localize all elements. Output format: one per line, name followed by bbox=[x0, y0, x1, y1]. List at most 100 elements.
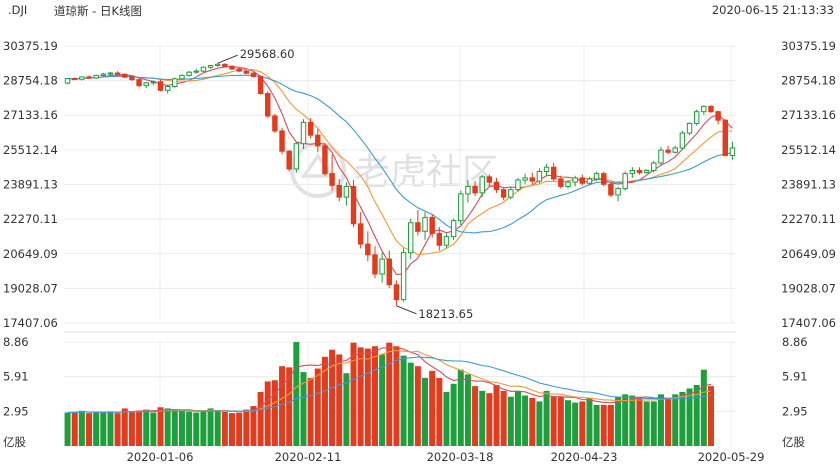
candle bbox=[143, 81, 149, 89]
candle bbox=[622, 171, 628, 191]
candle-body bbox=[651, 162, 657, 171]
candle bbox=[257, 75, 264, 95]
volume-bar bbox=[107, 411, 114, 446]
chart-header: .DJI 道琼斯 - 日K线图 2020-06-15 21:13:33 bbox=[0, 0, 840, 18]
candle-body bbox=[93, 74, 99, 79]
volume-bar bbox=[350, 342, 357, 446]
volume-bar bbox=[71, 411, 78, 446]
volume-bar bbox=[186, 411, 193, 446]
volume-bar bbox=[128, 411, 135, 446]
volume-bar bbox=[707, 386, 714, 446]
candle-body bbox=[601, 173, 607, 185]
candle-body bbox=[107, 72, 114, 75]
candle bbox=[429, 214, 435, 238]
candle-body bbox=[686, 122, 693, 134]
volume-bar bbox=[307, 377, 314, 446]
candle-body bbox=[500, 189, 507, 198]
volume-bar bbox=[286, 367, 293, 446]
volume-tick-label-right: 8.86 bbox=[782, 335, 808, 349]
candle bbox=[715, 110, 721, 125]
candle-body bbox=[608, 183, 614, 196]
volume-bar bbox=[700, 369, 707, 446]
volume-bar bbox=[443, 392, 450, 446]
candle-body bbox=[379, 258, 385, 275]
volume-bar bbox=[357, 347, 364, 446]
candle bbox=[243, 69, 250, 75]
candle-body bbox=[443, 236, 450, 246]
candle bbox=[114, 71, 121, 75]
volume-bar bbox=[178, 410, 185, 446]
candle-body bbox=[629, 169, 636, 175]
candle-body bbox=[701, 105, 707, 113]
candle-body bbox=[729, 147, 736, 156]
volume-bar bbox=[379, 354, 386, 446]
candle-body bbox=[357, 223, 364, 245]
volume-bar bbox=[650, 401, 657, 446]
candle bbox=[193, 68, 199, 74]
candle-body bbox=[86, 76, 92, 79]
price-tick-label-left: 25512.14 bbox=[3, 143, 58, 157]
candle bbox=[322, 142, 328, 176]
candle bbox=[200, 66, 207, 73]
price-candles bbox=[64, 63, 736, 306]
price-tick-label-right: 30375.19 bbox=[781, 39, 836, 53]
volume-bar bbox=[93, 411, 100, 446]
volume-bar bbox=[221, 411, 228, 446]
price-tick-label-right: 23891.13 bbox=[781, 177, 836, 191]
chart-title: 道琼斯 - 日K线图 bbox=[54, 4, 143, 18]
low-annotation-leader bbox=[396, 305, 417, 315]
candle bbox=[701, 105, 707, 115]
candle bbox=[522, 173, 528, 185]
volume-bar bbox=[464, 374, 471, 446]
volume-bar bbox=[486, 393, 493, 446]
price-tick-label-right: 28754.18 bbox=[781, 74, 836, 88]
candle-body bbox=[479, 176, 485, 194]
volume-bar bbox=[457, 369, 464, 446]
price-tick-label-left: 23891.13 bbox=[3, 177, 58, 191]
candle bbox=[693, 109, 700, 126]
volume-bar bbox=[136, 410, 143, 446]
candle bbox=[493, 177, 500, 193]
candle-body bbox=[615, 188, 621, 196]
volume-bar bbox=[207, 408, 214, 446]
volume-bar bbox=[679, 392, 686, 446]
candle-body bbox=[307, 121, 314, 136]
volume-bar bbox=[629, 395, 636, 446]
volume-bar bbox=[121, 408, 128, 446]
volume-bar bbox=[479, 390, 486, 446]
volume-bar bbox=[329, 349, 336, 446]
volume-bar bbox=[293, 342, 300, 446]
candle bbox=[643, 169, 650, 174]
candle-body bbox=[715, 111, 721, 121]
candle bbox=[558, 175, 564, 189]
candle bbox=[658, 146, 664, 166]
candle bbox=[686, 122, 693, 136]
candle-body bbox=[257, 75, 264, 95]
candle-body bbox=[164, 85, 171, 91]
price-tick-label-left: 17407.06 bbox=[3, 316, 58, 330]
candle-body bbox=[558, 178, 564, 187]
candle bbox=[608, 182, 614, 198]
volume-tick-label-right: 亿股 bbox=[782, 435, 805, 449]
candle-body bbox=[665, 149, 671, 153]
volume-bar bbox=[371, 346, 378, 446]
price-tick-label-right: 22270.11 bbox=[781, 212, 836, 226]
volume-bar bbox=[257, 392, 264, 446]
date-tick-label: 2020-02-11 bbox=[275, 450, 342, 464]
date-tick-label: 2020-03-18 bbox=[427, 450, 494, 464]
candle-body bbox=[193, 70, 199, 73]
volume-bar bbox=[300, 372, 307, 446]
price-tick-label-left: 19028.07 bbox=[3, 281, 58, 295]
candle-body bbox=[372, 254, 378, 275]
candle-body bbox=[693, 111, 700, 124]
price-tick-label-left: 20649.09 bbox=[3, 247, 58, 261]
candle bbox=[250, 72, 257, 78]
volume-bar bbox=[536, 401, 543, 446]
volume-tick-label-left: 8.86 bbox=[3, 335, 29, 349]
candle bbox=[307, 118, 314, 139]
candle-body bbox=[579, 177, 586, 184]
volume-bar bbox=[200, 411, 207, 446]
candle bbox=[629, 167, 636, 178]
volume-bar bbox=[514, 390, 521, 446]
